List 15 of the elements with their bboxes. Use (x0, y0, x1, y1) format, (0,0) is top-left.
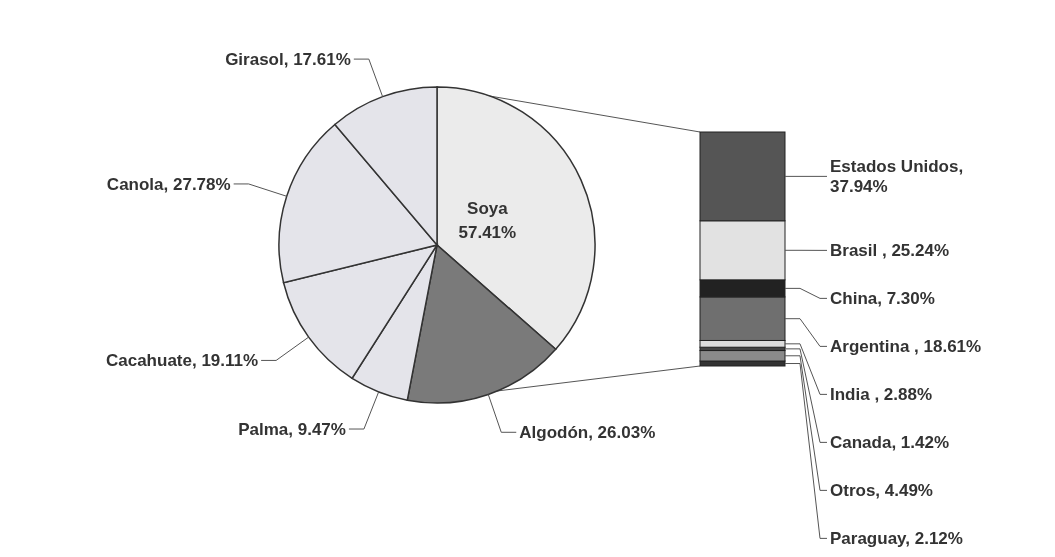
data-label: India , 2.88% (830, 385, 933, 405)
slice-label: Canola, 27.78% (106, 174, 231, 194)
slice-label: Algodón, 26.03% (519, 423, 656, 443)
slice-label: Girasol, 17.61% (225, 50, 351, 70)
data-label: Argentina , 18.61% (830, 337, 982, 357)
slice-label: Cacahuate, 19.11% (105, 351, 259, 371)
slice-label: Palma, 9.47% (238, 420, 346, 440)
slice-label: Soya (467, 199, 509, 219)
data-label: Paraguay, 2.12% (830, 529, 963, 549)
data-label: China, 7.30% (830, 289, 935, 309)
data-label: Otros, 4.49% (830, 481, 933, 501)
data-label: Estados Unidos, 37.94% (830, 157, 964, 197)
data-label: Brasil , 25.24% (830, 241, 950, 261)
data-label: 57.41% (458, 223, 517, 243)
data-label: Canada, 1.42% (830, 433, 950, 453)
